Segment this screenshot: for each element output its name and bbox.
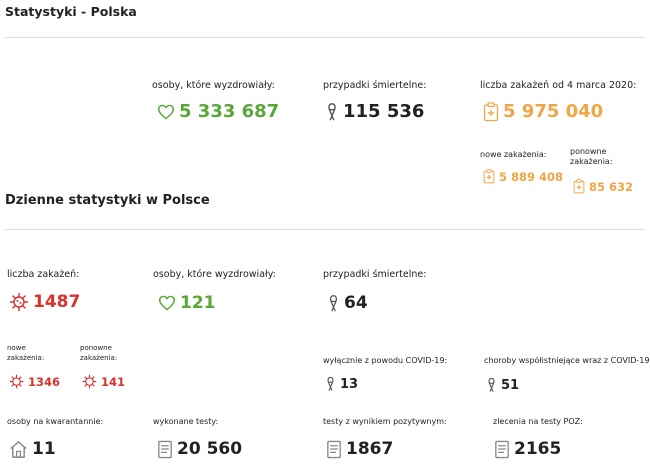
daily-comorbid-value: 51 xyxy=(486,377,519,393)
total-infections-label: liczba zakażeń od 4 marca 2020: xyxy=(480,80,637,91)
heart-outline-icon xyxy=(158,295,176,311)
daily-covid-only-value: 13 xyxy=(325,376,358,392)
ribbon-icon xyxy=(327,376,334,391)
label-line: nowe xyxy=(7,344,26,352)
value-text: 5 889 408 xyxy=(499,169,564,184)
page-title: Statystyki - Polska xyxy=(5,4,137,19)
house-icon xyxy=(10,440,27,458)
value-text: 121 xyxy=(180,293,216,313)
total-new-infections-label: nowe zakażenia: xyxy=(480,150,547,159)
value-text: 13 xyxy=(340,376,359,392)
value-text: 1487 xyxy=(33,292,81,312)
value-text: 115 536 xyxy=(343,101,425,122)
total-new-infections-value: 5 889 408 xyxy=(483,169,563,184)
value-text: 141 xyxy=(101,374,126,389)
value-text: 20 560 xyxy=(177,439,243,459)
divider xyxy=(5,37,645,38)
value-text: 64 xyxy=(344,293,368,313)
value-text: 5 975 040 xyxy=(503,101,604,122)
document-icon xyxy=(327,440,341,458)
daily-deaths-value: 64 xyxy=(327,293,368,313)
virus-icon xyxy=(9,374,24,389)
total-reinfections-label: ponowne zakażenia: xyxy=(570,147,613,167)
daily-infections-value: 1487 xyxy=(9,292,80,312)
daily-poz-orders-value: 2165 xyxy=(494,439,561,459)
virus-icon xyxy=(82,374,97,389)
daily-covid-only-label: wyłącznie z powodu COVID-19: xyxy=(323,356,448,365)
daily-new-infections-label: nowe zakażenia: xyxy=(7,343,44,363)
daily-positive-tests-label: testy z wynikiem pozytywnym: xyxy=(323,417,447,426)
section-title: Dzienne statystyki w Polsce xyxy=(5,193,210,208)
value-text: 1867 xyxy=(346,439,394,459)
value-text: 2165 xyxy=(514,439,562,459)
daily-new-infections-value: 1346 xyxy=(9,374,60,389)
daily-infections-label: liczba zakażeń: xyxy=(7,269,80,280)
daily-reinfections-label: ponowne zakażenia: xyxy=(80,343,117,363)
medical-clipboard-icon xyxy=(573,179,585,194)
ribbon-icon xyxy=(329,294,338,312)
daily-tests-label: wykonane testy: xyxy=(153,417,219,426)
virus-icon xyxy=(10,293,28,311)
document-icon xyxy=(158,440,172,458)
total-recovered-label: osoby, które wyzdrowiały: xyxy=(152,80,275,91)
value-text: 1346 xyxy=(28,374,61,389)
total-infections-value: 5 975 040 xyxy=(483,101,603,122)
daily-comorbid-label: choroby współistniejące wraz z COVID-19: xyxy=(484,356,650,365)
value-text: 85 632 xyxy=(589,179,634,194)
daily-tests-value: 20 560 xyxy=(157,439,242,459)
daily-positive-tests-value: 1867 xyxy=(326,439,393,459)
medical-clipboard-icon xyxy=(483,101,499,121)
daily-recovered-value: 121 xyxy=(158,293,216,313)
daily-deaths-label: przypadki śmiertelne: xyxy=(323,269,427,280)
label-line: ponowne xyxy=(570,147,607,156)
label-line: zakażenia: xyxy=(570,157,613,166)
ribbon-icon xyxy=(488,377,495,392)
daily-quarantine-label: osoby na kwarantannie: xyxy=(7,417,104,426)
medical-clipboard-icon xyxy=(483,169,495,184)
divider xyxy=(5,229,645,230)
total-recovered-value: 5 333 687 xyxy=(157,101,279,122)
daily-quarantine-value: 11 xyxy=(9,439,56,459)
label-line: ponowne xyxy=(80,344,112,352)
total-deaths-label: przypadki śmiertelne: xyxy=(323,80,427,91)
value-text: 51 xyxy=(501,377,520,393)
label-line: zakażenia: xyxy=(80,354,118,362)
document-icon xyxy=(495,440,509,458)
daily-recovered-label: osoby, które wyzdrowiały: xyxy=(153,269,276,280)
daily-reinfections-value: 141 xyxy=(82,374,125,389)
value-text: 5 333 687 xyxy=(179,101,280,122)
total-deaths-value: 115 536 xyxy=(325,101,424,122)
heart-outline-icon xyxy=(157,104,175,120)
ribbon-icon xyxy=(328,102,336,120)
value-text: 11 xyxy=(32,439,56,459)
label-line: zakażenia: xyxy=(7,354,45,362)
daily-poz-orders-label: zlecenia na testy POZ: xyxy=(493,417,583,426)
total-reinfections-value: 85 632 xyxy=(573,179,633,194)
